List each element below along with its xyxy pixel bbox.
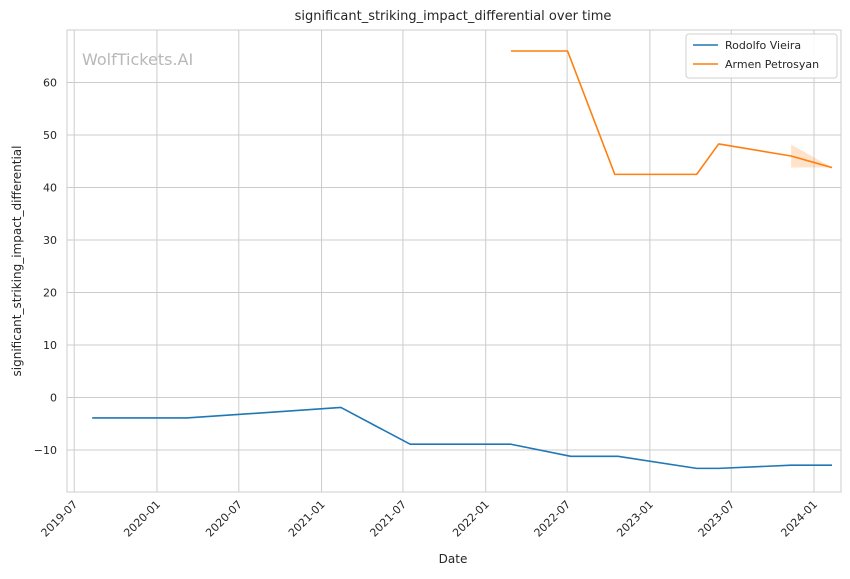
y-tick-label: 0 xyxy=(50,392,57,405)
watermark: WolfTickets.AI xyxy=(82,50,193,69)
y-tick-label: 20 xyxy=(43,287,57,300)
y-tick-label: −10 xyxy=(34,444,57,457)
y-tick-label: 60 xyxy=(43,77,57,90)
legend-label-armen-petrosyan: Armen Petrosyan xyxy=(725,58,819,71)
y-tick-label: 30 xyxy=(43,234,57,247)
legend-label-rodolfo-vieira: Rodolfo Vieira xyxy=(725,39,801,52)
x-axis-label: Date xyxy=(439,552,468,566)
legend: Rodolfo Vieira Armen Petrosyan xyxy=(686,34,837,78)
y-tick-label: 40 xyxy=(43,182,57,195)
y-tick-label: 50 xyxy=(43,129,57,142)
chart-title: significant_striking_impact_differential… xyxy=(295,9,612,24)
y-tick-label: 10 xyxy=(43,339,57,352)
y-axis-label: significant_striking_impact_differential xyxy=(10,146,24,377)
